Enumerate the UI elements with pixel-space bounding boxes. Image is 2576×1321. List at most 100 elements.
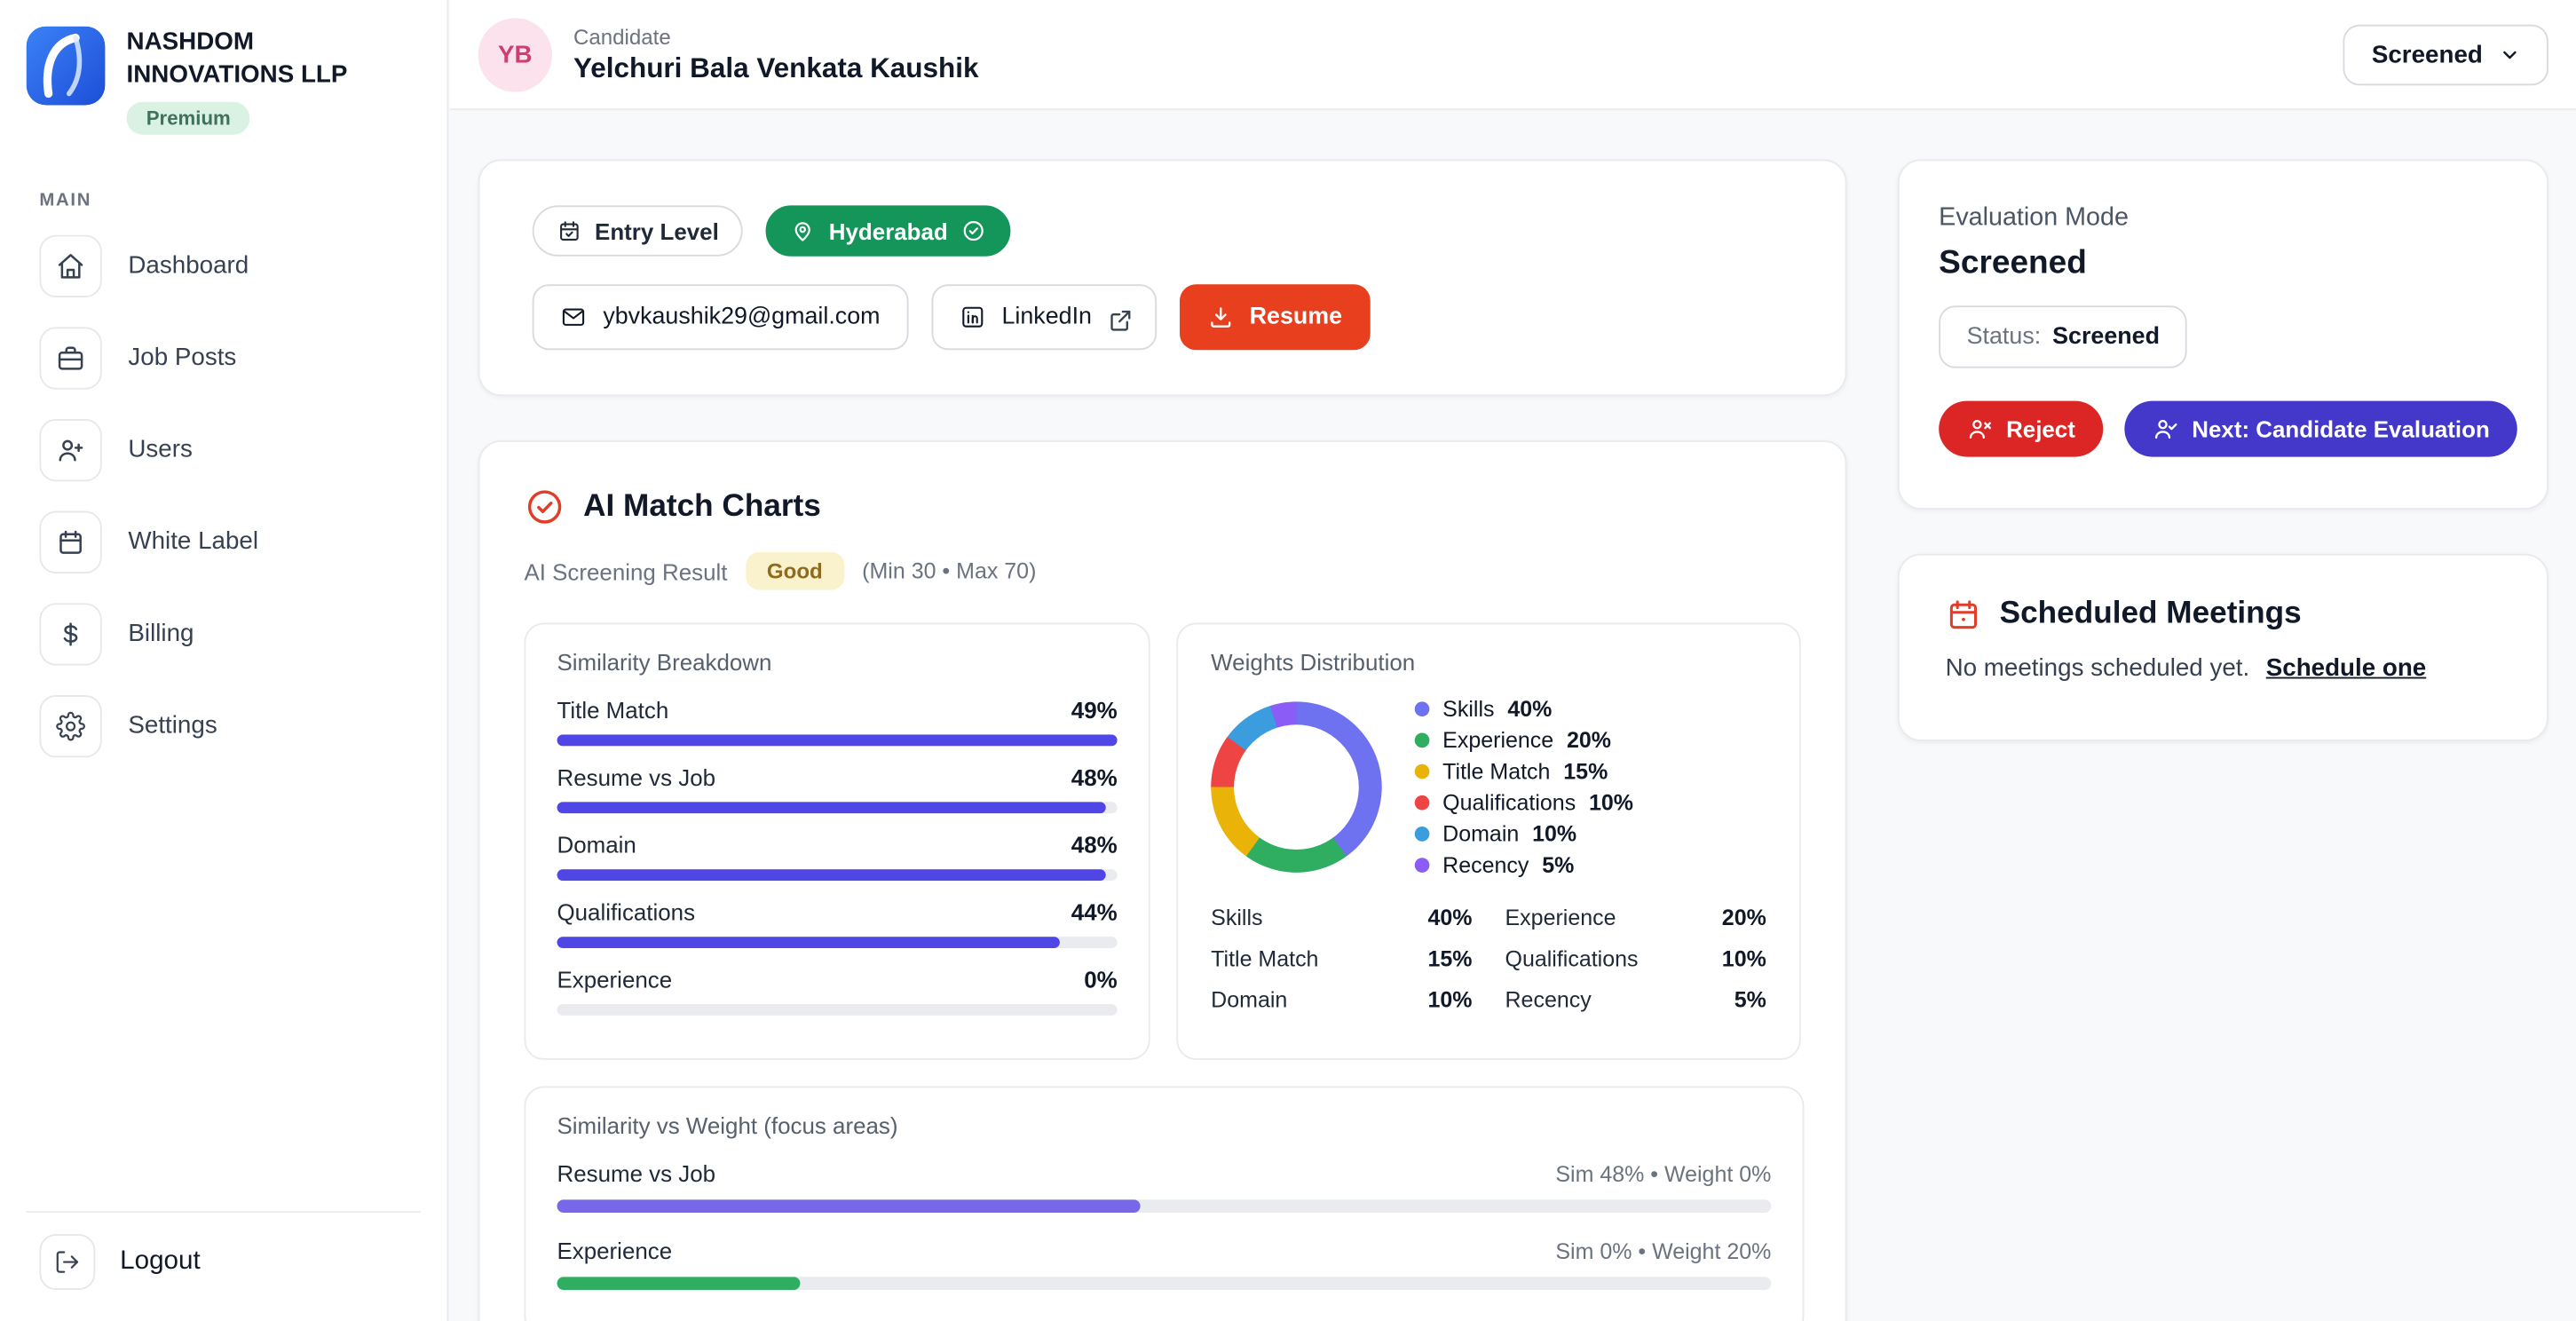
weight-label: Domain bbox=[1211, 987, 1288, 1013]
sidebar-divider bbox=[26, 1211, 421, 1214]
legend-item: Skills 40% bbox=[1414, 697, 1633, 722]
progress-fill bbox=[557, 1277, 801, 1291]
scheduled-meetings-card: Scheduled Meetings No meetings scheduled… bbox=[1897, 553, 2548, 741]
legend-dot bbox=[1414, 858, 1430, 873]
status-value: Screened bbox=[2052, 323, 2161, 351]
sidebar-item-white-label[interactable]: White Label bbox=[0, 495, 446, 588]
weight-label: Recency bbox=[1505, 987, 1592, 1013]
weight-value: 15% bbox=[1427, 946, 1473, 971]
logout-icon bbox=[39, 1234, 96, 1291]
weight-label: Experience bbox=[1505, 905, 1616, 930]
metric-label: Title Match bbox=[557, 696, 669, 724]
sidebar-item-settings[interactable]: Settings bbox=[0, 680, 446, 772]
candidate-name: Yelchuri Bala Venkata Kaushik bbox=[573, 51, 979, 83]
metric-value: 0% bbox=[1084, 966, 1118, 993]
briefcase-icon bbox=[39, 326, 102, 389]
evaluation-mode-label: Evaluation Mode bbox=[1939, 203, 2129, 232]
weights-distribution-title: Weights Distribution bbox=[1211, 649, 1416, 676]
screening-result-label: AI Screening Result bbox=[524, 558, 728, 585]
entry-level-chip: Entry Level bbox=[532, 205, 744, 257]
weight-label: Qualifications bbox=[1505, 946, 1639, 971]
sidebar: NASHDOM INNOVATIONS LLP Premium MAIN Das… bbox=[0, 0, 449, 1321]
home-icon bbox=[39, 233, 102, 297]
scheduled-meetings-header: Scheduled Meetings bbox=[1946, 597, 2501, 633]
metric-label: Qualifications bbox=[557, 898, 696, 926]
sidebar-item-users[interactable]: Users bbox=[0, 404, 446, 496]
calendar-alert-icon bbox=[1946, 597, 1982, 633]
location-chip: Hyderabad bbox=[766, 205, 1011, 257]
metric-label: Experience bbox=[557, 1237, 673, 1264]
weight-value: 20% bbox=[1721, 905, 1766, 930]
metric-label: Domain bbox=[557, 831, 636, 858]
linkedin-label: LinkedIn bbox=[1001, 304, 1092, 331]
sidebar-item-job-posts[interactable]: Job Posts bbox=[0, 312, 446, 404]
metric-label: Experience bbox=[557, 966, 673, 993]
check-circle-icon bbox=[524, 486, 565, 527]
legend-value: 10% bbox=[1589, 790, 1634, 816]
ai-match-header: AI Match Charts bbox=[524, 486, 1800, 527]
progress-track bbox=[557, 1199, 1772, 1214]
legend-dot bbox=[1414, 732, 1430, 748]
logout-button[interactable]: Logout bbox=[39, 1222, 420, 1301]
charts-row: Similarity Breakdown Title Match 49% Resu… bbox=[524, 622, 1801, 1060]
legend-label: Recency bbox=[1442, 852, 1529, 878]
legend-label: Domain bbox=[1442, 821, 1520, 847]
sidebar-item-billing[interactable]: Billing bbox=[0, 588, 446, 680]
next-candidate-evaluation-button[interactable]: Next: Candidate Evaluation bbox=[2124, 400, 2518, 457]
donut-and-legend: Skills 40% Experience 20% Title Match 15% Q… bbox=[1211, 697, 1766, 878]
evaluation-mode-card: Evaluation Mode Screened Status: Screene… bbox=[1897, 159, 2548, 510]
schedule-one-link[interactable]: Schedule one bbox=[2265, 653, 2427, 683]
reject-button[interactable]: Reject bbox=[1939, 400, 2104, 457]
location-label: Hyderabad bbox=[828, 218, 948, 244]
metric-value: 48% bbox=[1071, 763, 1118, 791]
legend-label: Title Match bbox=[1442, 759, 1551, 784]
progress-track bbox=[557, 869, 1118, 882]
logout-label: Logout bbox=[120, 1246, 201, 1276]
chevron-down-icon bbox=[2499, 44, 2520, 65]
legend-dot bbox=[1414, 795, 1430, 811]
scheduled-meetings-title: Scheduled Meetings bbox=[1999, 596, 2302, 631]
metric-label: Resume vs Job bbox=[557, 763, 716, 791]
similarity-row: Resume vs Job 48% bbox=[557, 763, 1118, 814]
legend-value: 5% bbox=[1542, 852, 1575, 878]
legend-dot bbox=[1414, 763, 1430, 779]
sidebar-item-dashboard[interactable]: Dashboard bbox=[0, 219, 446, 312]
next-label: Next: Candidate Evaluation bbox=[2192, 415, 2490, 442]
status-key: Status: bbox=[1966, 323, 2042, 351]
weight-cell: Experience 20% bbox=[1505, 906, 1766, 930]
weights-summary-grid: Skills 40% Experience 20% Title Match 15% Q… bbox=[1211, 906, 1766, 1012]
company-name: NASHDOM INNOVATIONS LLP bbox=[126, 28, 348, 89]
similarity-row: Domain 48% bbox=[557, 831, 1118, 882]
email-chip[interactable]: ybvkaushik29@gmail.com bbox=[532, 284, 908, 351]
resume-button[interactable]: Resume bbox=[1180, 284, 1371, 351]
premium-badge: Premium bbox=[126, 101, 251, 135]
legend-item: Qualifications 10% bbox=[1414, 790, 1634, 816]
focus-row: Experience Sim 0% • Weight 20% bbox=[557, 1237, 1772, 1291]
external-link-icon bbox=[1108, 306, 1132, 330]
linkedin-button[interactable]: LinkedIn bbox=[930, 284, 1158, 351]
legend-item: Experience 20% bbox=[1414, 728, 1633, 753]
sidebar-item-label: Dashboard bbox=[128, 251, 249, 280]
screening-result-row: AI Screening Result Good (Min 30 • Max 7… bbox=[524, 551, 1800, 590]
weights-distribution-panel: Weights Distribution Skills 40% Experienc… bbox=[1176, 622, 1801, 1060]
nav-section-label: MAIN bbox=[39, 189, 92, 210]
legend-item: Recency 5% bbox=[1414, 852, 1633, 878]
status-dropdown[interactable]: Screened bbox=[2343, 23, 2548, 85]
meetings-empty-row: No meetings scheduled yet. Schedule one bbox=[1946, 654, 2501, 682]
location-pin-icon bbox=[791, 218, 816, 243]
evaluation-actions: Reject Next: Candidate Evaluation bbox=[1939, 400, 2518, 457]
similarity-breakdown-panel: Similarity Breakdown Title Match 49% Resu… bbox=[524, 622, 1150, 1060]
sidebar-item-label: Billing bbox=[128, 620, 194, 648]
legend-dot bbox=[1414, 701, 1430, 717]
weight-cell: Domain 10% bbox=[1211, 987, 1472, 1012]
progress-fill bbox=[557, 869, 1106, 882]
top-bar: YB Candidate Yelchuri Bala Venkata Kaush… bbox=[450, 0, 2576, 111]
metric-value: 48% bbox=[1071, 831, 1118, 858]
donut-legend: Skills 40% Experience 20% Title Match 15% Q… bbox=[1414, 697, 1634, 878]
weight-value: 10% bbox=[1427, 987, 1473, 1013]
donut-hole bbox=[1234, 724, 1359, 850]
entry-level-label: Entry Level bbox=[595, 218, 719, 244]
screening-result-badge: Good bbox=[745, 551, 844, 590]
candidate-profile-card: Entry Level Hyderabad ybvkaushik29@gmail… bbox=[478, 159, 1847, 397]
